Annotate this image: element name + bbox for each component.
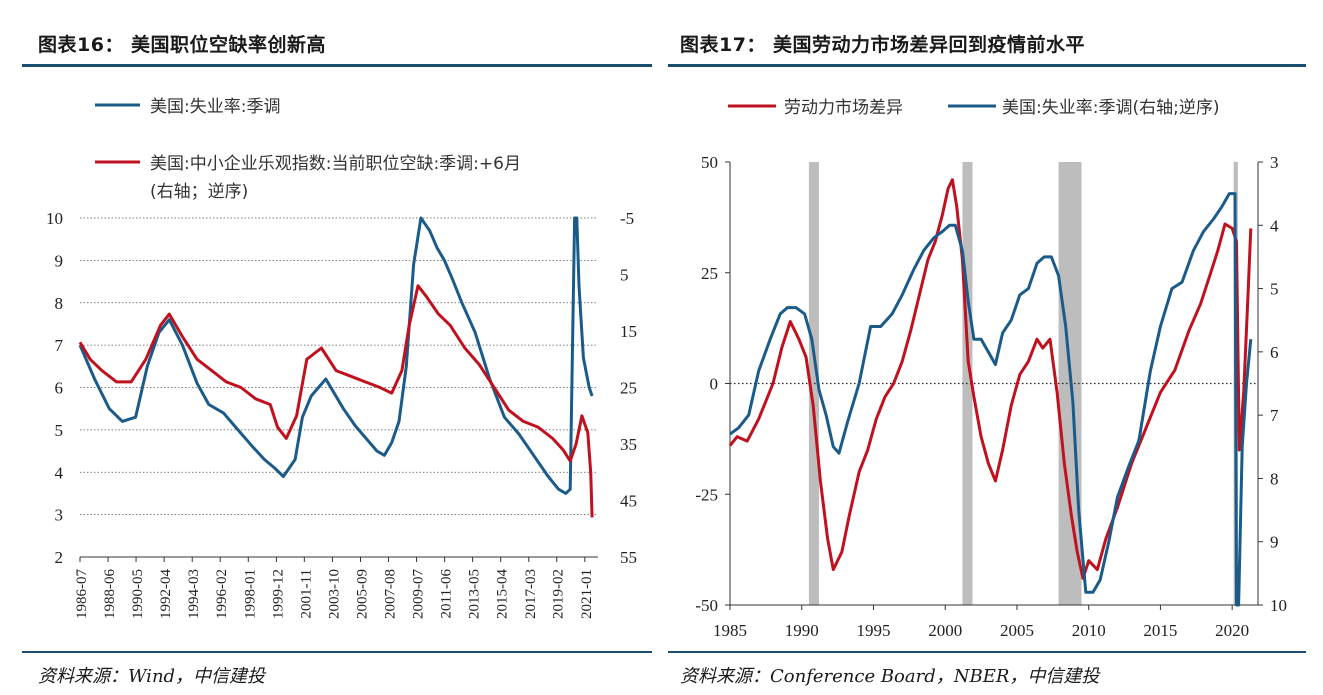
right-source-rule [668, 651, 1306, 653]
right-chart: 劳动力市场差异 美国:失业率:季调(右轴;逆序) 50 25 0 -25 -50 3 4 5 6 7 8… [695, 98, 1287, 640]
x-tick-label: 2010 [1072, 621, 1106, 640]
x-tick-label: 2000 [928, 621, 962, 640]
y-right-tick-label: 25 [620, 379, 637, 398]
right-source: 资料来源：Conference Board，NBER，中信建投 [680, 666, 1100, 687]
right-figure: 图表17： 美国劳动力市场差异回到疫情前水平 劳动力市场差异 美国:失业率:季调(… [668, 0, 1323, 695]
right-figure-title: 图表17： 美国劳动力市场差异回到疫情前水平 [680, 34, 1086, 56]
right-title-rule [668, 64, 1306, 67]
y-right-tick-label: -5 [620, 209, 634, 228]
x-tick-label: 1999-12 [270, 569, 286, 619]
y-right-tick-label: 5 [620, 266, 629, 285]
x-tick-label: 2011-06 [439, 569, 455, 619]
y-left-tick-label: 0 [710, 375, 719, 394]
y-left-tick-label: 10 [46, 209, 63, 228]
legend-label-job-openings: 美国:中小企业乐观指数:当前职位空缺:季调:+6月 [150, 154, 521, 174]
series-line-job-openings [78, 284, 594, 518]
x-tick-label: 1985 [713, 621, 747, 640]
y-left-tick-label: 5 [55, 421, 64, 440]
y-left-tick-label: 4 [55, 463, 64, 482]
y-left-tick-label: 3 [55, 506, 64, 525]
y-left-tick-label: 50 [701, 153, 718, 172]
y-left-tick-label: 9 [55, 251, 64, 270]
x-tick-label: 2015 [1143, 621, 1177, 640]
y-right-tick-label: 6 [1270, 343, 1279, 362]
legend-label-unemployment: 美国:失业率:季调 [150, 97, 280, 117]
y-left-tick-label: -25 [695, 485, 718, 504]
left-source-rule [22, 651, 652, 653]
y-right-tick-label: 9 [1270, 533, 1279, 552]
y-left-tick-label: 7 [55, 336, 64, 355]
x-tick-label: 1990-05 [130, 569, 146, 619]
y-right-tick-label: 15 [620, 322, 637, 341]
x-tick-label: 2007-08 [382, 569, 398, 619]
left-title-rule [22, 64, 652, 67]
x-tick-label: 1996-02 [214, 569, 230, 619]
y-left-tick-label: 6 [55, 379, 64, 398]
y-right-tick-label: 10 [1270, 596, 1287, 615]
x-tick-label: 2019-02 [551, 569, 567, 619]
left-figure-title: 图表16： 美国职位空缺率创新高 [38, 34, 327, 56]
x-tick-label: 2005-09 [355, 569, 371, 619]
x-tick-label: 2017-03 [523, 569, 539, 619]
x-tick-label: 2013-05 [467, 569, 483, 619]
x-tick-label: 2003-10 [326, 569, 342, 619]
legend-label-unemployment: 美国:失业率:季调(右轴;逆序) [1002, 98, 1219, 118]
left-figure: 图表16： 美国职位空缺率创新高 美国:失业率:季调美国:中小企业乐观指数:当前… [0, 0, 652, 695]
y-left-tick-label: 8 [55, 294, 64, 313]
x-tick-label: 1992-04 [158, 569, 174, 619]
series-line-unemployment [729, 192, 1253, 607]
y-left-tick-label: -50 [695, 596, 718, 615]
x-tick-label: 2001-11 [298, 569, 314, 618]
x-tick-label: 2020 [1215, 621, 1249, 640]
y-right-tick-label: 35 [620, 435, 637, 454]
y-left-tick-label: 25 [701, 264, 718, 283]
y-left-tick-label: 2 [55, 548, 64, 567]
legend-label-job-openings-note: (右轴；逆序) [150, 182, 248, 202]
x-tick-label: 1994-03 [186, 569, 202, 619]
y-right-tick-label: 8 [1270, 469, 1279, 488]
x-tick-label: 1998-01 [242, 569, 258, 619]
x-tick-label: 1990 [785, 621, 819, 640]
legend-label-labor-differential: 劳动力市场差异 [784, 98, 903, 118]
left-source: 资料来源：Wind，中信建投 [38, 666, 266, 687]
x-tick-label: 2015-04 [495, 569, 511, 619]
x-tick-label: 2009-07 [411, 569, 427, 619]
y-right-tick-label: 45 [620, 492, 637, 511]
series-line-unemployment [78, 216, 594, 495]
x-tick-label: 1988-06 [102, 569, 118, 619]
y-right-tick-label: 55 [620, 548, 637, 567]
x-tick-label: 1995 [856, 621, 890, 640]
x-tick-label: 2021-01 [579, 569, 595, 619]
series-line-labor-differential [728, 178, 1253, 580]
y-right-tick-label: 5 [1270, 280, 1279, 299]
x-tick-label: 2005 [1000, 621, 1034, 640]
recession-band [808, 162, 819, 605]
y-right-tick-label: 4 [1270, 216, 1279, 235]
y-right-tick-label: 7 [1270, 406, 1279, 425]
y-right-tick-label: 3 [1270, 153, 1279, 172]
x-tick-label: 1986-07 [74, 569, 90, 619]
